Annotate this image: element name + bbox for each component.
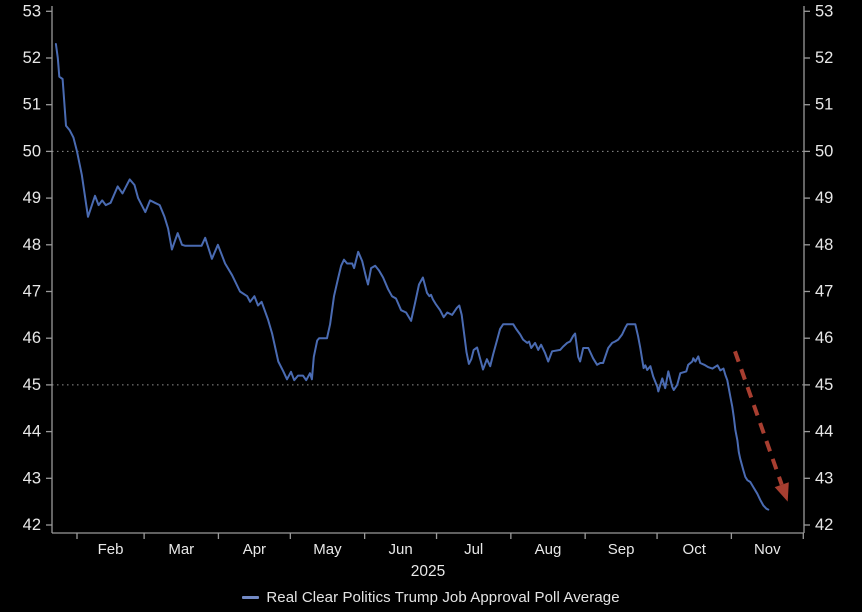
y-tick-label-right: 44 <box>815 423 833 441</box>
month-label-apr: Apr <box>243 541 266 558</box>
month-label-feb: Feb <box>98 541 124 558</box>
y-tick-label-left: 51 <box>23 96 41 114</box>
month-label-nov: Nov <box>754 541 781 558</box>
approval-trend-line <box>54 43 770 511</box>
y-tick-label-left: 48 <box>23 236 41 254</box>
month-label-jun: Jun <box>388 541 412 558</box>
y-tick-label-left: 42 <box>23 516 41 534</box>
y-tick-label-right: 49 <box>815 189 833 207</box>
y-tick-label-left: 52 <box>23 49 41 67</box>
y-tick-label-right: 45 <box>815 376 833 394</box>
month-label-may: May <box>313 541 342 558</box>
decline-arrow-shaft <box>733 350 784 486</box>
y-tick-label-right: 51 <box>815 96 833 114</box>
y-tick-label-left: 44 <box>23 423 41 441</box>
y-axis-ticks: 42 42 43 43 44 44 45 45 46 46 47 47 48 48 49 49 50 50 51 51… <box>23 2 834 534</box>
y-tick-label-left: 43 <box>23 469 41 487</box>
y-tick-label-left: 49 <box>23 189 41 207</box>
gridlines <box>52 150 804 386</box>
y-tick-label-right: 52 <box>815 49 833 67</box>
y-tick-label-right: 42 <box>815 516 833 534</box>
y-tick-label-left: 47 <box>23 283 41 301</box>
y-tick-label-right: 46 <box>815 329 833 347</box>
y-tick-label-left: 45 <box>23 376 41 394</box>
y-tick-label-right: 53 <box>815 2 833 20</box>
month-label-jul: Jul <box>464 541 483 558</box>
legend-line-marker <box>242 596 260 599</box>
year-label: 2025 <box>411 563 445 580</box>
y-tick-label-right: 50 <box>815 142 833 160</box>
legend-label: Real Clear Politics Trump Job Approval P… <box>266 589 620 606</box>
month-label-oct: Oct <box>683 541 707 558</box>
y-tick-label-right: 47 <box>815 283 833 301</box>
month-label-sep: Sep <box>608 541 635 558</box>
y-tick-label-left: 46 <box>23 329 41 347</box>
y-tick-label-right: 48 <box>815 236 833 254</box>
y-tick-label-left: 50 <box>23 142 41 160</box>
legend: Real Clear Politics Trump Job Approval P… <box>0 589 862 606</box>
x-axis-ticks: Feb Mar Apr May Jun Jul Aug Sep Oct Nov 2025 <box>76 533 804 580</box>
month-label-mar: Mar <box>168 541 194 558</box>
month-label-aug: Aug <box>535 541 562 558</box>
y-tick-label-right: 43 <box>815 469 833 487</box>
y-tick-label-left: 53 <box>23 2 41 20</box>
axes <box>51 6 805 534</box>
decline-arrow-head <box>774 482 789 502</box>
decline-arrow <box>733 350 789 502</box>
